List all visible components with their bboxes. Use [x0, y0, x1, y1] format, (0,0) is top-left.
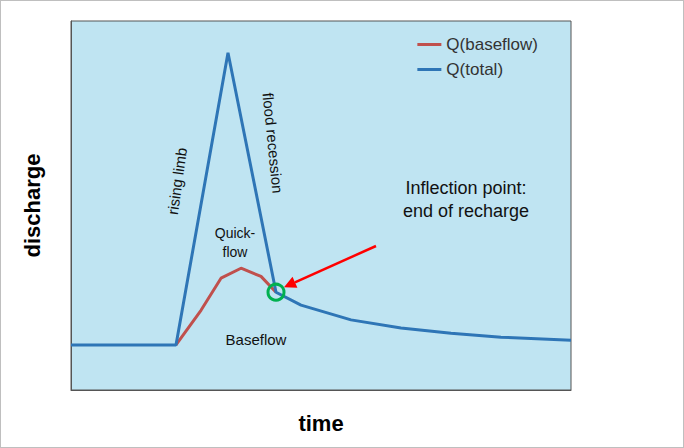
svg-text:time: time — [298, 411, 343, 436]
svg-text:Q(total): Q(total) — [446, 60, 503, 79]
svg-text:Inflection point:: Inflection point: — [405, 178, 526, 198]
svg-text:discharge: discharge — [20, 154, 45, 258]
svg-text:flood recession: flood recession — [259, 92, 286, 194]
svg-text:Quick-: Quick- — [215, 225, 256, 241]
svg-text:end of recharge: end of recharge — [403, 201, 529, 221]
svg-text:Q(baseflow): Q(baseflow) — [446, 35, 538, 54]
svg-text:Baseflow: Baseflow — [226, 331, 287, 348]
svg-text:flow: flow — [223, 244, 249, 260]
svg-text:rising limb: rising limb — [164, 146, 190, 215]
